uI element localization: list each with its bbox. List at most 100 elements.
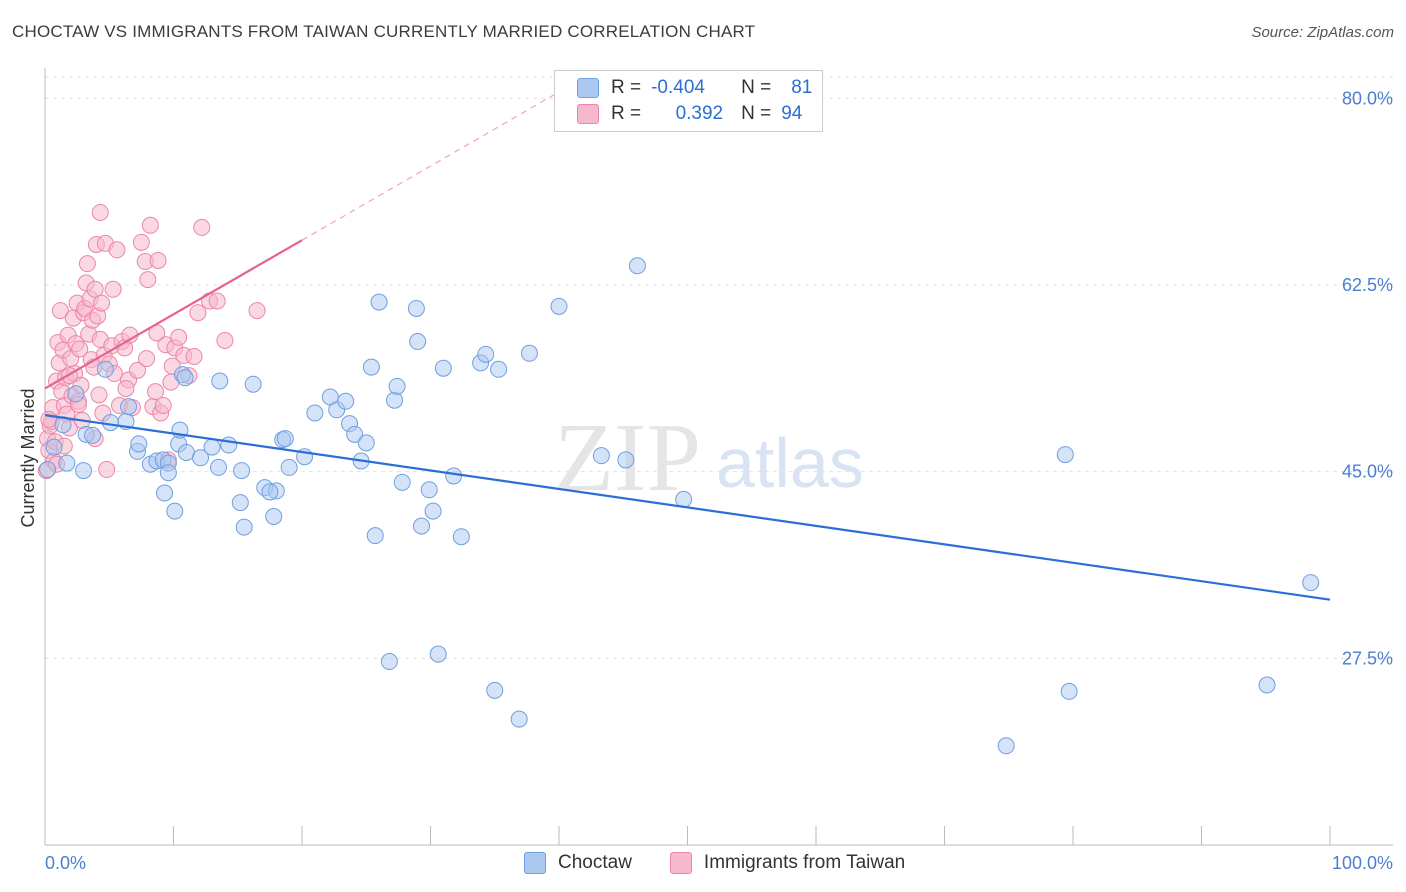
taiwan-trend-extension xyxy=(301,76,586,241)
choctaw-point xyxy=(997,737,1015,755)
choctaw-point xyxy=(445,467,463,485)
choctaw-point xyxy=(477,345,495,363)
x-tick-label: 100.0% xyxy=(1332,853,1393,873)
choctaw-point xyxy=(233,462,251,480)
x-tick-labels: 0.0% 100.0% xyxy=(45,853,1393,873)
choctaw-point xyxy=(380,653,398,671)
choctaw-point xyxy=(362,358,380,376)
y-tick-label: 45.0% xyxy=(1342,462,1393,482)
choctaw-point xyxy=(452,528,470,546)
choctaw-point xyxy=(265,507,283,525)
choctaw-point xyxy=(67,385,85,403)
choctaw-point xyxy=(1302,574,1320,592)
choctaw-point xyxy=(370,293,388,311)
choctaw-point xyxy=(84,426,102,444)
taiwan-point xyxy=(78,255,96,273)
taiwan-point xyxy=(149,251,167,269)
taiwan-swatch xyxy=(669,852,692,874)
y-tick-label: 62.5% xyxy=(1342,275,1393,295)
choctaw-point xyxy=(550,297,568,315)
choctaw-point xyxy=(490,360,508,378)
choctaw-point xyxy=(261,483,279,501)
n-value-choctaw: 81 xyxy=(791,77,813,98)
taiwan-point xyxy=(93,294,111,312)
taiwan-trend-line xyxy=(44,239,303,390)
n-label: N = xyxy=(741,103,772,124)
taiwan-point xyxy=(170,328,188,346)
taiwan-point xyxy=(141,216,159,234)
choctaw-point xyxy=(486,681,504,699)
choctaw-point xyxy=(409,333,427,351)
choctaw-point xyxy=(407,299,425,317)
y-tick-labels: 27.5% 45.0% 62.5% 80.0% xyxy=(1342,88,1393,668)
stats-row-choctaw: R = -0.404 N = 81 xyxy=(577,76,812,100)
choctaw-point xyxy=(280,458,298,476)
taiwan-point xyxy=(132,233,150,251)
taiwan-point xyxy=(129,361,147,379)
taiwan-point xyxy=(185,347,203,365)
taiwan-point xyxy=(189,304,207,322)
choctaw-trend-line xyxy=(44,414,1331,601)
choctaw-point xyxy=(58,454,76,472)
choctaw-point xyxy=(429,645,447,663)
stats-legend: R = -0.404 N = 81 R = 0.392 N = 94 xyxy=(554,70,823,132)
r-label: R = xyxy=(611,103,642,124)
choctaw-point xyxy=(357,434,375,452)
choctaw-point xyxy=(337,392,355,410)
choctaw-point xyxy=(386,391,404,409)
y-tick-label: 27.5% xyxy=(1342,648,1393,668)
choctaw-point xyxy=(120,398,138,416)
choctaw-point xyxy=(159,464,177,482)
choctaw-point xyxy=(424,502,442,520)
choctaw-point xyxy=(1056,446,1074,464)
choctaw-point xyxy=(520,344,538,362)
taiwan-point xyxy=(90,386,108,404)
choctaw-point xyxy=(420,481,438,499)
r-label: R = xyxy=(611,77,642,98)
choctaw-point xyxy=(235,518,253,536)
choctaw-point xyxy=(244,375,262,393)
n-value-taiwan: 94 xyxy=(781,103,803,124)
y-axis-label: Currently Married xyxy=(18,388,38,527)
choctaw-point xyxy=(628,257,646,275)
taiwan-point xyxy=(193,218,211,236)
legend-item-choctaw[interactable]: Choctaw xyxy=(524,852,632,874)
taiwan-point xyxy=(117,379,135,397)
choctaw-point xyxy=(75,462,93,480)
choctaw-point xyxy=(617,451,635,469)
taiwan-point xyxy=(208,292,226,310)
choctaw-point xyxy=(209,458,227,476)
taiwan-point xyxy=(51,302,69,320)
choctaw-point xyxy=(176,369,194,387)
taiwan-point xyxy=(138,350,156,368)
choctaw-point xyxy=(102,414,120,432)
taiwan-point xyxy=(40,410,58,428)
choctaw-point xyxy=(130,435,148,453)
choctaw-point xyxy=(166,502,184,520)
choctaw-point xyxy=(592,447,610,465)
choctaw-point xyxy=(306,404,324,422)
chart-title: CHOCTAW VS IMMIGRANTS FROM TAIWAN CURREN… xyxy=(12,22,756,41)
choctaw-point xyxy=(388,377,406,395)
taiwan-point xyxy=(71,340,89,358)
legend-label-choctaw: Choctaw xyxy=(558,852,632,873)
taiwan-point xyxy=(139,271,157,289)
choctaw-point xyxy=(1258,676,1276,694)
choctaw-point xyxy=(393,473,411,491)
x-tick-label: 0.0% xyxy=(45,853,86,873)
y-tick-label: 80.0% xyxy=(1342,88,1393,108)
legend-item-taiwan[interactable]: Immigrants from Taiwan xyxy=(669,852,905,874)
source-label: Source: ZipAtlas.com xyxy=(1251,24,1394,41)
taiwan-point xyxy=(248,302,266,320)
r-value-choctaw: -0.404 xyxy=(651,77,705,98)
choctaw-point xyxy=(203,438,221,456)
series-legend: Choctaw Immigrants from Taiwan xyxy=(524,852,943,874)
choctaw-point xyxy=(39,461,57,479)
choctaw-point xyxy=(211,372,229,390)
taiwan-swatch xyxy=(577,104,599,124)
choctaw-point xyxy=(177,443,195,461)
choctaw-swatch xyxy=(524,852,546,874)
taiwan-point xyxy=(147,383,165,401)
taiwan-point xyxy=(98,461,116,479)
